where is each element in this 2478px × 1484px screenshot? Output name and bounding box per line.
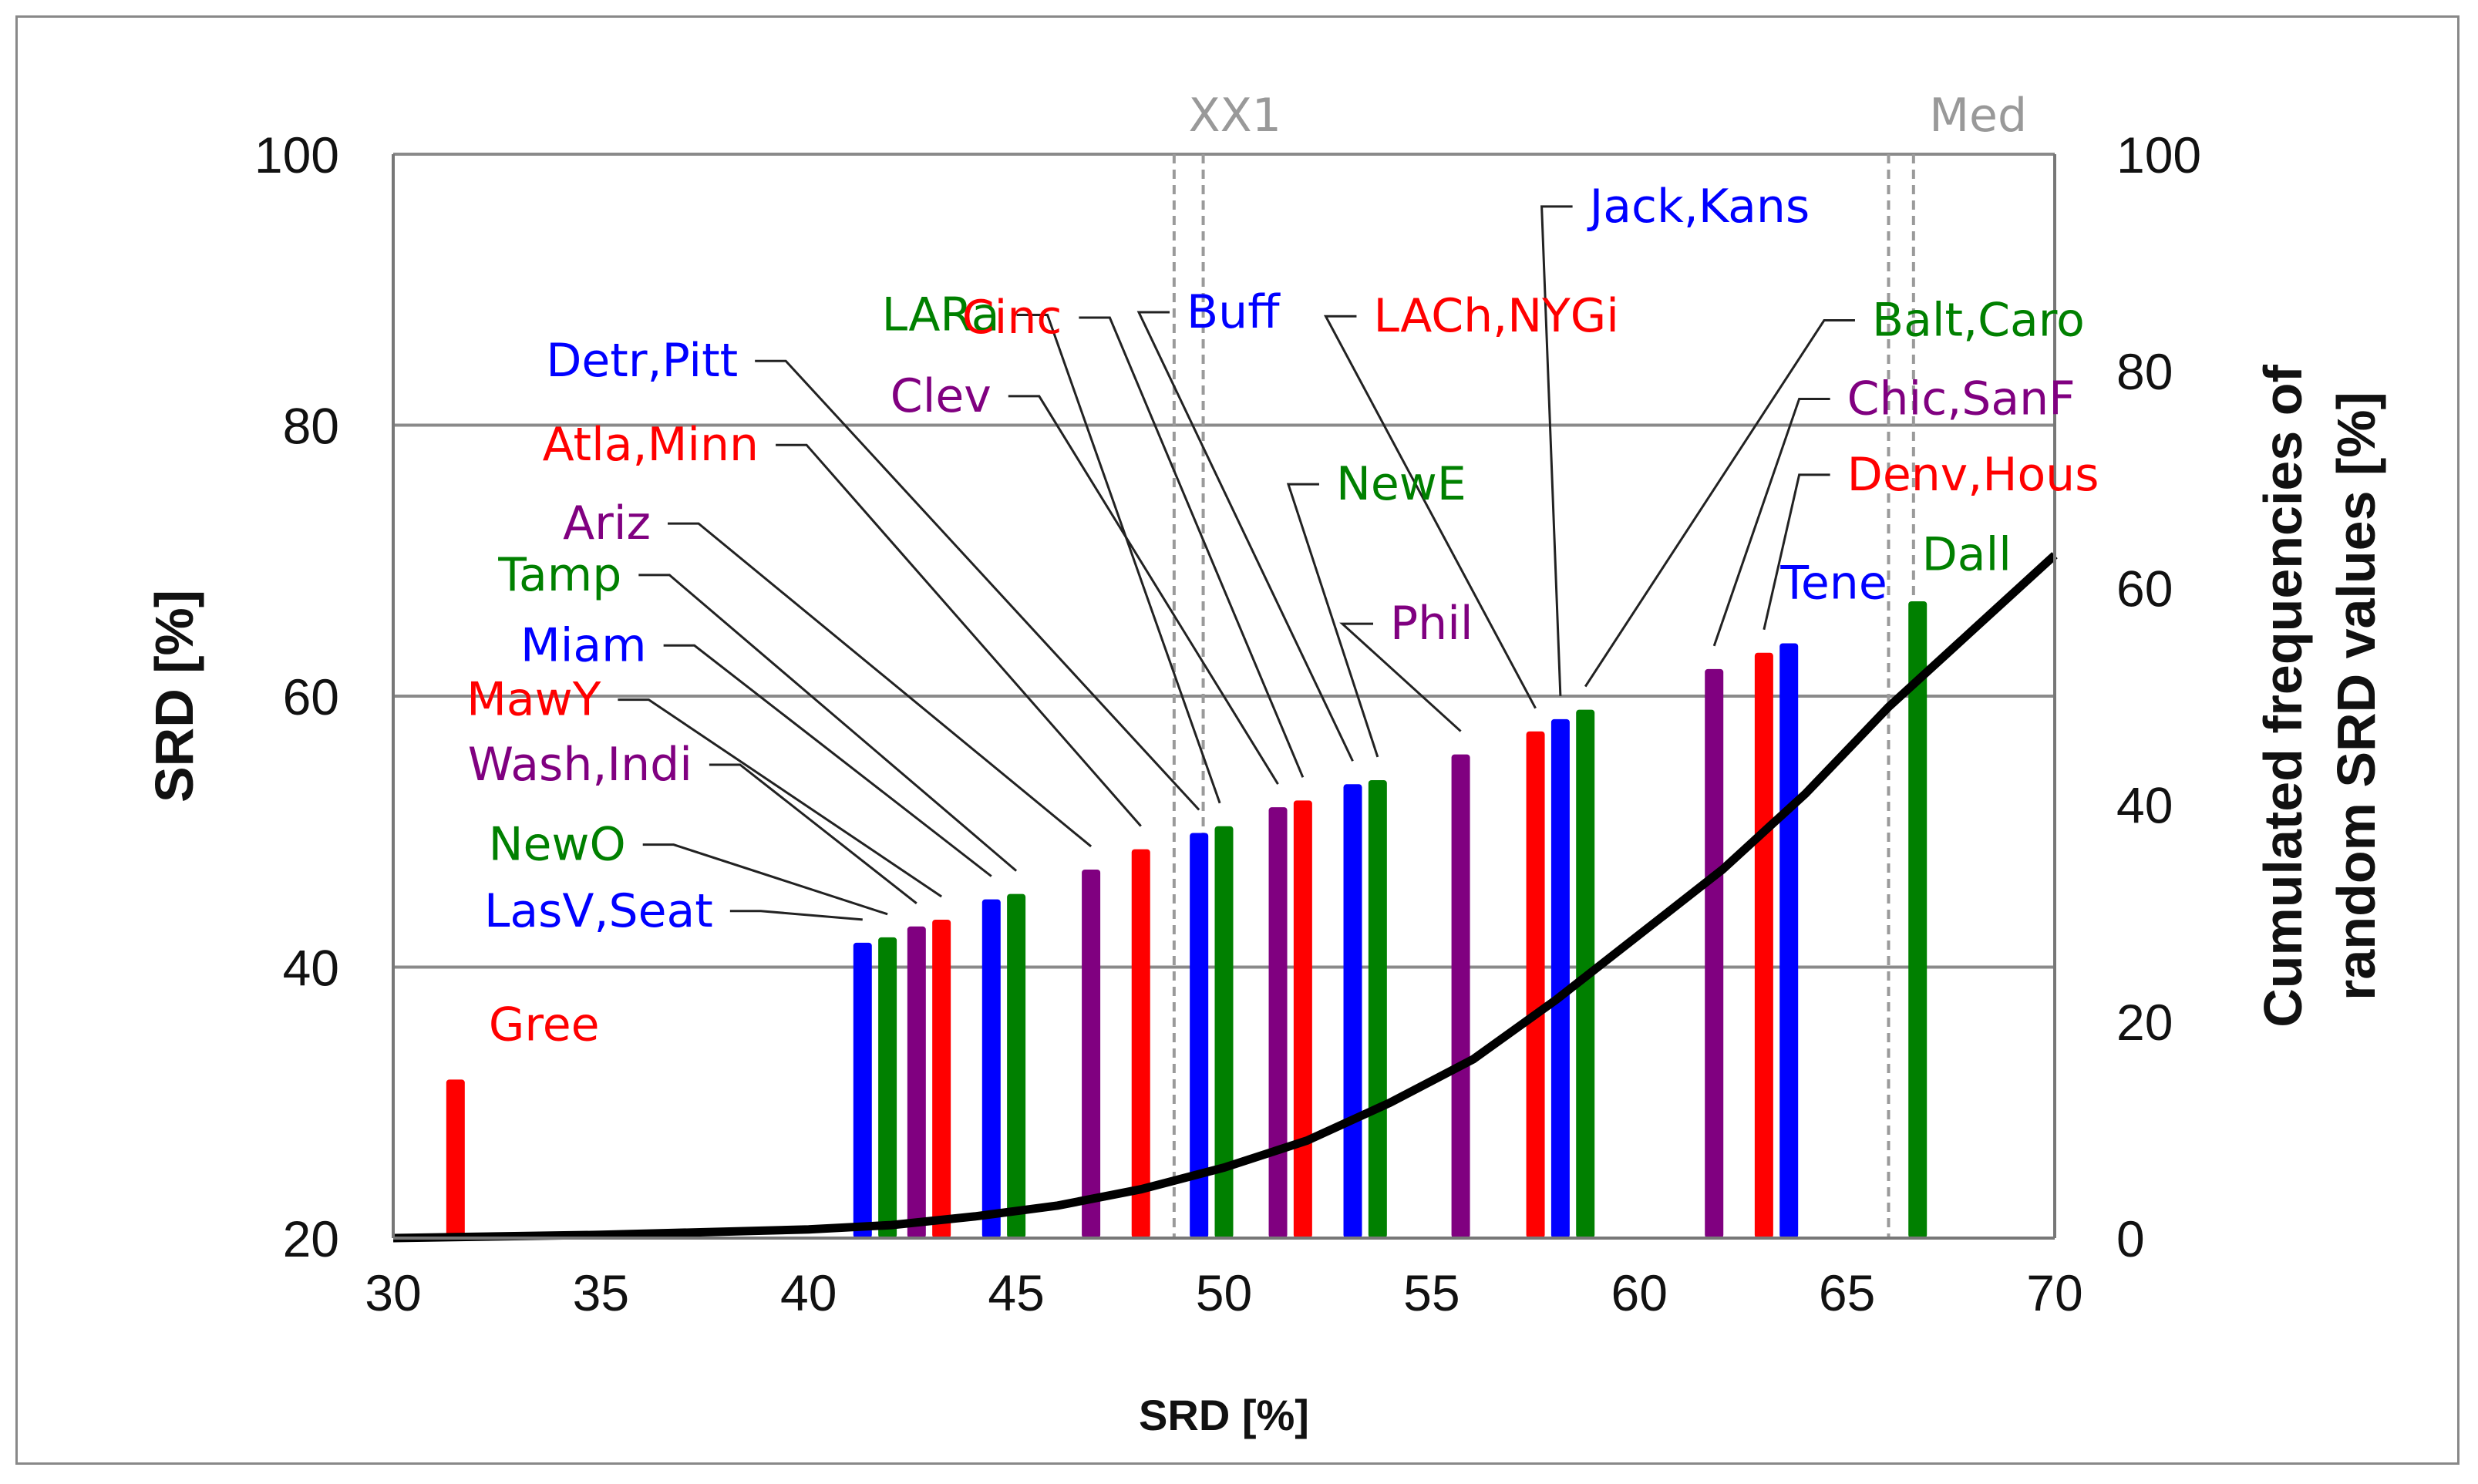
y2-tick-20: 20: [2116, 994, 2173, 1051]
annotation-label-tamp: Tamp: [497, 548, 621, 602]
annotation-label-mawy: MawY: [466, 673, 601, 727]
x-tick-30: 30: [365, 1264, 421, 1321]
y-tick-80: 80: [283, 398, 339, 455]
y2-tick-0: 0: [2116, 1210, 2145, 1267]
annotation-label-dall: Dall: [1922, 528, 2012, 582]
annotation-label-lara: LARa: [882, 288, 1000, 342]
annotation-label-phil: Phil: [1390, 597, 1473, 651]
bar-22: [1779, 643, 1799, 1238]
bar-20: [1705, 668, 1724, 1238]
y-tick-100: 100: [254, 126, 339, 183]
bar-16: [1451, 754, 1470, 1238]
leader-line-newo: [642, 843, 888, 916]
y2-tick-40: 40: [2116, 777, 2173, 834]
annotation-label-balt-caro: Balt,Caro: [1872, 294, 2085, 348]
annotation-label-lach-nygi: LACh,NYGi: [1373, 289, 1619, 343]
bar-4: [907, 926, 926, 1238]
annotation-label-tene: Tene: [1779, 556, 1887, 610]
bar-6: [981, 899, 1001, 1238]
annotation-label-gree: Gree: [489, 998, 600, 1052]
bars: [446, 601, 1928, 1238]
leader-line-mawy: [618, 698, 942, 898]
annotation-label-jack-kans: Jack,Kans: [1587, 180, 1810, 234]
annotation-label-ariz: Ariz: [563, 496, 651, 550]
y-tick-60: 60: [283, 668, 339, 725]
y2-tick-80: 80: [2116, 343, 2173, 400]
bar-17: [1526, 731, 1545, 1238]
leader-line-atla-minn: [776, 443, 1142, 827]
annotation-label-cinc: Cinc: [962, 291, 1062, 345]
bar-18: [1550, 718, 1570, 1238]
leader-line-clev: [1008, 395, 1279, 785]
leader-line-detr-pitt: [755, 359, 1200, 811]
x-tick-65: 65: [1819, 1264, 1875, 1321]
x-tick-50: 50: [1196, 1264, 1252, 1321]
x-axis-title: SRD [%]: [1139, 1391, 1309, 1439]
reference-label-xx1: XX1: [1189, 89, 1281, 143]
y-tick-20: 20: [283, 1210, 339, 1267]
bar-14: [1343, 784, 1362, 1238]
bar-11: [1214, 826, 1234, 1238]
y-axis-title: SRD [%]: [144, 590, 204, 803]
leader-line-balt-caro: [1584, 319, 1855, 688]
bar-21: [1754, 652, 1773, 1238]
annotation-label-wash-indi: Wash,Indi: [468, 738, 692, 792]
leader-line-denv-hous: [1763, 473, 1830, 631]
leader-line-ariz: [668, 522, 1093, 848]
chart-frame: [15, 15, 2459, 1465]
bar-13: [1293, 800, 1312, 1238]
x-tick-70: 70: [2026, 1264, 2082, 1321]
leader-line-wash-indi: [709, 763, 917, 904]
leader-line-tamp: [638, 574, 1018, 872]
cumulative-curve: [392, 552, 2058, 1243]
x-tick-35: 35: [573, 1264, 629, 1321]
bar-8: [1082, 869, 1101, 1238]
annotation-label-chic-sanf: Chic,SanF: [1847, 372, 2076, 426]
bar-7: [1007, 893, 1026, 1238]
reference-label-med: Med: [1929, 89, 2027, 143]
leader-line-lasv-seat: [729, 910, 863, 921]
bar-2: [853, 942, 872, 1238]
bar-12: [1268, 807, 1288, 1238]
y2-axis-title-line2: random SRD values [%]: [2326, 392, 2386, 1001]
leader-line-chic-sanf: [1712, 397, 1830, 647]
bar-5: [932, 919, 951, 1238]
leader-line-buff: [1136, 311, 1354, 762]
bar-10: [1190, 833, 1209, 1238]
annotation-label-clev: Clev: [891, 369, 992, 423]
leader-line-jack-kans: [1540, 205, 1573, 696]
x-tick-60: 60: [1611, 1264, 1668, 1321]
annotation-label-denv-hous: Denv,Hous: [1847, 448, 2099, 502]
annotation-leaders: [618, 205, 1855, 921]
annotation-label-miam: Miam: [520, 618, 647, 672]
y2-tick-60: 60: [2116, 560, 2173, 617]
annotation-label-newo: NewO: [489, 818, 626, 872]
annotation-label-detr-pitt: Detr,Pitt: [546, 334, 738, 388]
leader-line-lach-nygi: [1323, 315, 1537, 709]
leader-line-phil: [1339, 622, 1462, 732]
x-tick-40: 40: [780, 1264, 837, 1321]
annotation-label-lasv-seat: LasV,Seat: [484, 884, 713, 938]
leader-line-lara: [1016, 313, 1221, 804]
bar-3: [878, 937, 897, 1238]
axes: [392, 154, 2056, 1240]
bar-9: [1131, 849, 1150, 1238]
annotation-label-buff: Buff: [1187, 285, 1281, 339]
bar-15: [1368, 779, 1387, 1238]
annotation-label-atla-minn: Atla,Minn: [543, 418, 759, 472]
annotation-label-newe: NewE: [1336, 457, 1466, 511]
x-tick-55: 55: [1403, 1264, 1460, 1321]
y2-tick-100: 100: [2116, 126, 2201, 183]
x-tick-45: 45: [988, 1264, 1044, 1321]
tick-labels: 30 35 40 45 50 55 60 65 70 20 40 60 80 100 0 20 40 60 80 10…: [254, 126, 2201, 1321]
bar-1: [446, 1079, 465, 1238]
leader-line-newe: [1286, 483, 1379, 758]
leader-line-cinc: [1079, 316, 1305, 778]
y-tick-40: 40: [283, 940, 339, 997]
bar-23: [1908, 601, 1928, 1238]
leader-line-miam: [663, 644, 992, 877]
y2-axis-title-line1: Cumulated frequencies of: [2253, 365, 2313, 1028]
